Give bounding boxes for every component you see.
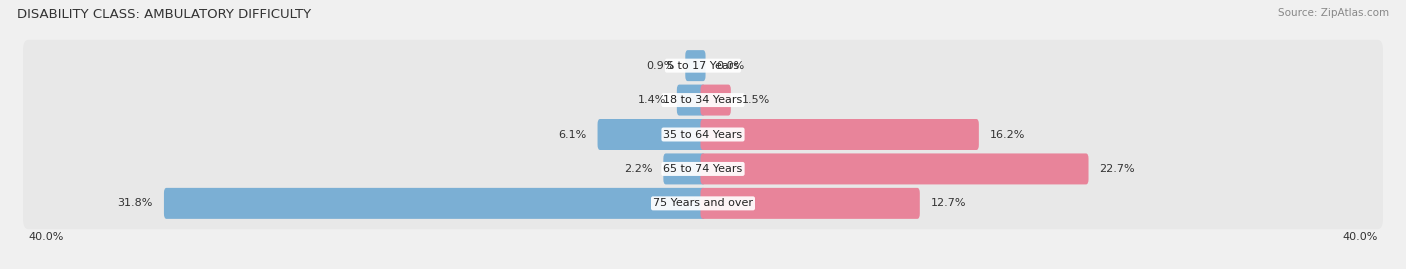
Text: 40.0%: 40.0% (1343, 232, 1378, 242)
FancyBboxPatch shape (22, 143, 1384, 195)
Text: Source: ZipAtlas.com: Source: ZipAtlas.com (1278, 8, 1389, 18)
FancyBboxPatch shape (165, 188, 706, 219)
FancyBboxPatch shape (22, 109, 1384, 160)
Text: 40.0%: 40.0% (28, 232, 63, 242)
Text: 31.8%: 31.8% (118, 198, 153, 208)
Text: 6.1%: 6.1% (558, 129, 586, 140)
Text: 2.2%: 2.2% (624, 164, 652, 174)
FancyBboxPatch shape (700, 188, 920, 219)
FancyBboxPatch shape (664, 153, 706, 185)
FancyBboxPatch shape (700, 119, 979, 150)
Text: 1.4%: 1.4% (637, 95, 666, 105)
FancyBboxPatch shape (22, 40, 1384, 91)
Text: DISABILITY CLASS: AMBULATORY DIFFICULTY: DISABILITY CLASS: AMBULATORY DIFFICULTY (17, 8, 311, 21)
Text: 35 to 64 Years: 35 to 64 Years (664, 129, 742, 140)
FancyBboxPatch shape (685, 50, 706, 81)
Text: 16.2%: 16.2% (990, 129, 1025, 140)
Text: 75 Years and over: 75 Years and over (652, 198, 754, 208)
FancyBboxPatch shape (676, 84, 706, 116)
Text: 0.0%: 0.0% (717, 61, 745, 71)
FancyBboxPatch shape (22, 178, 1384, 229)
Text: 5 to 17 Years: 5 to 17 Years (666, 61, 740, 71)
FancyBboxPatch shape (22, 74, 1384, 126)
FancyBboxPatch shape (598, 119, 706, 150)
Text: 22.7%: 22.7% (1099, 164, 1135, 174)
Text: 12.7%: 12.7% (931, 198, 966, 208)
Text: 65 to 74 Years: 65 to 74 Years (664, 164, 742, 174)
Text: 18 to 34 Years: 18 to 34 Years (664, 95, 742, 105)
FancyBboxPatch shape (700, 153, 1088, 185)
FancyBboxPatch shape (700, 84, 731, 116)
Text: 1.5%: 1.5% (742, 95, 770, 105)
Text: 0.9%: 0.9% (645, 61, 675, 71)
